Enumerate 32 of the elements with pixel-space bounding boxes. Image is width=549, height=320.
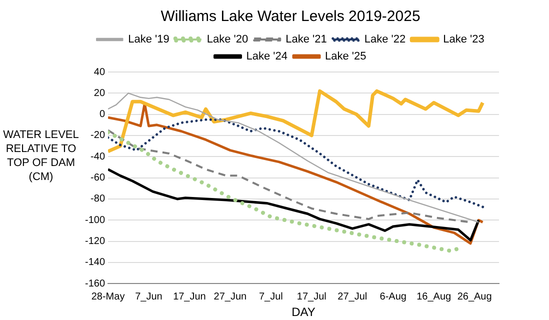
x-tick-label: 17_Jun [173, 291, 206, 302]
y-tick-label: -140 [85, 257, 106, 268]
legend-label: Lake '25 [325, 50, 366, 63]
y-tick-label: 0 [99, 109, 106, 120]
y-tick-label: -80 [90, 194, 106, 205]
x-tick-label: 27_Jul [338, 291, 368, 302]
legend-label: Lake '21 [286, 34, 327, 46]
legend-label: Lake '19 [128, 34, 170, 46]
legend-label: Lake '22 [364, 34, 406, 46]
x-tick-label: 6-Aug [380, 291, 406, 302]
y-tick-label: -20 [90, 130, 106, 142]
x-tick-label: 7_Jun [135, 291, 162, 302]
legend-label: Lake '24 [246, 50, 288, 63]
x-tick-label: 16_Aug [416, 291, 452, 302]
x-tick-label: 28-May [91, 291, 125, 302]
y-tick-label: -120 [85, 236, 106, 248]
legend-label: Lake '23 [443, 34, 484, 46]
x-tick-label: 26_Aug [457, 291, 492, 302]
y-tick-label: -60 [90, 172, 106, 184]
x-tick-label: 17_Jul [296, 291, 326, 302]
legend-label: Lake '20 [206, 34, 248, 46]
line-series [108, 130, 460, 253]
x-axis-title: DAY [292, 305, 316, 320]
x-tick-label: 27_Jun [214, 291, 247, 302]
y-tick-label: -160 [85, 278, 106, 290]
y-tick-label: -100 [85, 214, 106, 226]
y-tick-label: -40 [90, 151, 106, 162]
y-axis-title: WATER LEVEL RELATIVE TO TOP OF DAM (CM) [2, 128, 80, 184]
y-tick-label: 20 [94, 88, 106, 99]
y-tick-label: 40 [94, 66, 106, 78]
x-tick-label: 7_Jul [258, 291, 283, 302]
chart-title: Williams Lake Water Levels 2019-2025 [160, 8, 420, 26]
